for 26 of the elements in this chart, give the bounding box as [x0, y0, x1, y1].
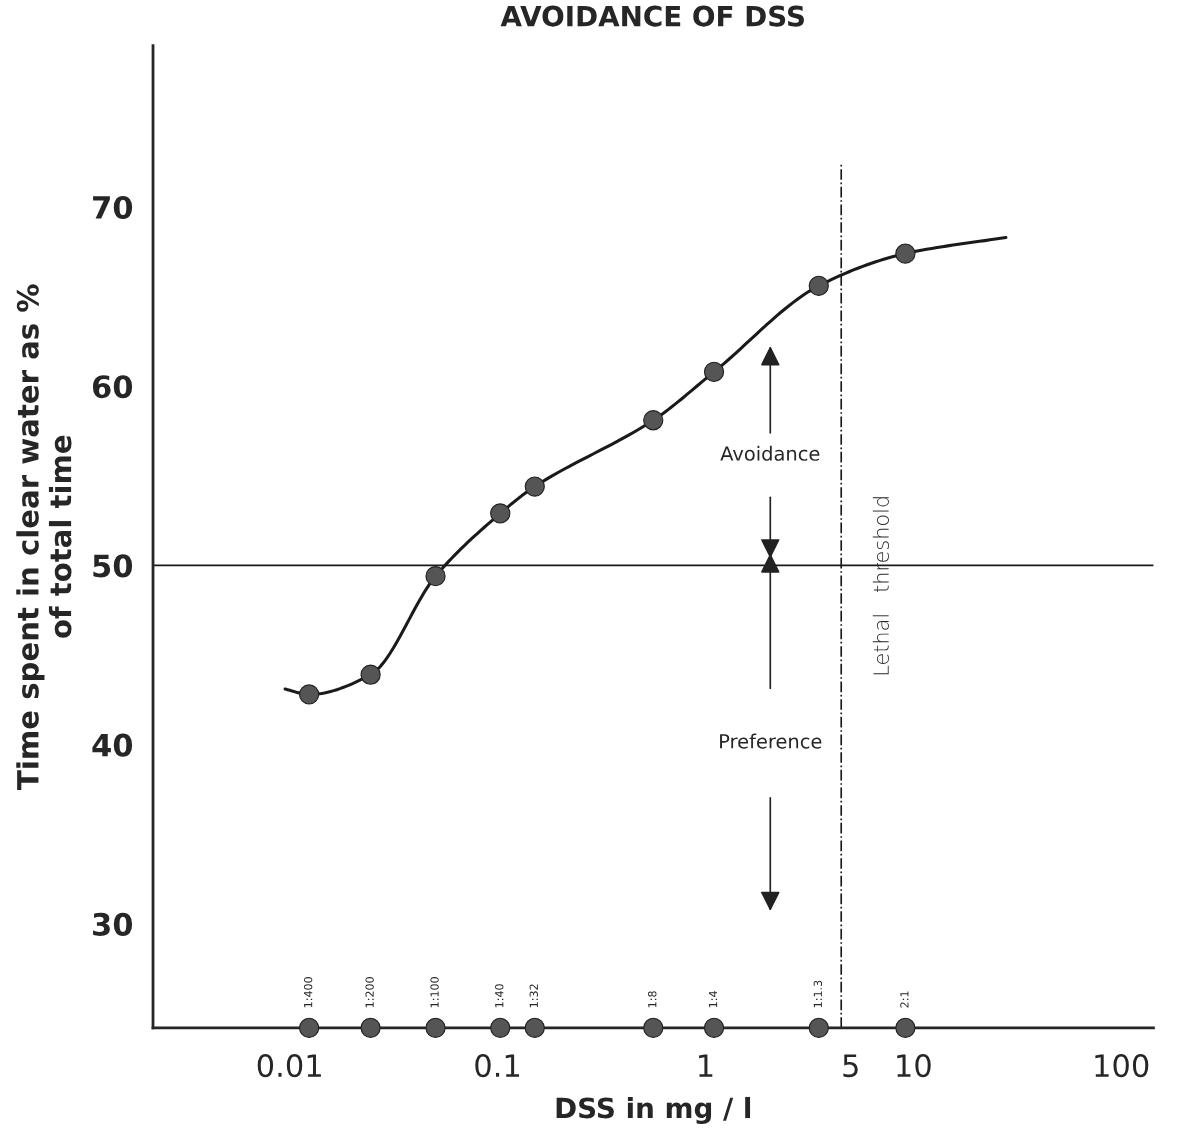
annotation: 1:100 [430, 977, 439, 1008]
annotation: Avoidance [720, 445, 820, 461]
x-tick-label: 100 [1095, 1054, 1149, 1078]
y-tick-label: 50 [93, 554, 133, 578]
annotation: 1:40 [495, 984, 504, 1008]
annotation: 1:32 [529, 984, 538, 1008]
x-tick-label: 1 [699, 1054, 713, 1077]
annotation: 2:1 [900, 991, 909, 1008]
y-axis-title: Time spent in clear water as % of total time [16, 284, 72, 790]
ref-line-label: Lethal threshold [872, 497, 889, 675]
y-tick-label: 70 [93, 195, 133, 220]
annotation: 1:1.3 [813, 980, 823, 1008]
x-tick-label: 0.1 [475, 1054, 520, 1078]
annotation: 1:200 [365, 977, 374, 1008]
x-tick-label: 5 [843, 1054, 858, 1078]
annotation: 1:4 [709, 991, 718, 1008]
y-tick-label: 30 [93, 912, 133, 936]
annotation: 1:8 [648, 991, 657, 1008]
annotation: 1:400 [303, 977, 313, 1008]
y-tick-label: 60 [92, 375, 133, 399]
chart-title: AVOIDANCE OF DSS [500, 5, 804, 27]
x-tick-label: 0.01 [257, 1054, 321, 1078]
annotation: Preference [720, 733, 822, 749]
y-tick-label: 40 [92, 733, 133, 757]
x-tick-label: 10 [897, 1054, 931, 1078]
x-axis-title: DSS in mg / l [556, 1096, 751, 1125]
